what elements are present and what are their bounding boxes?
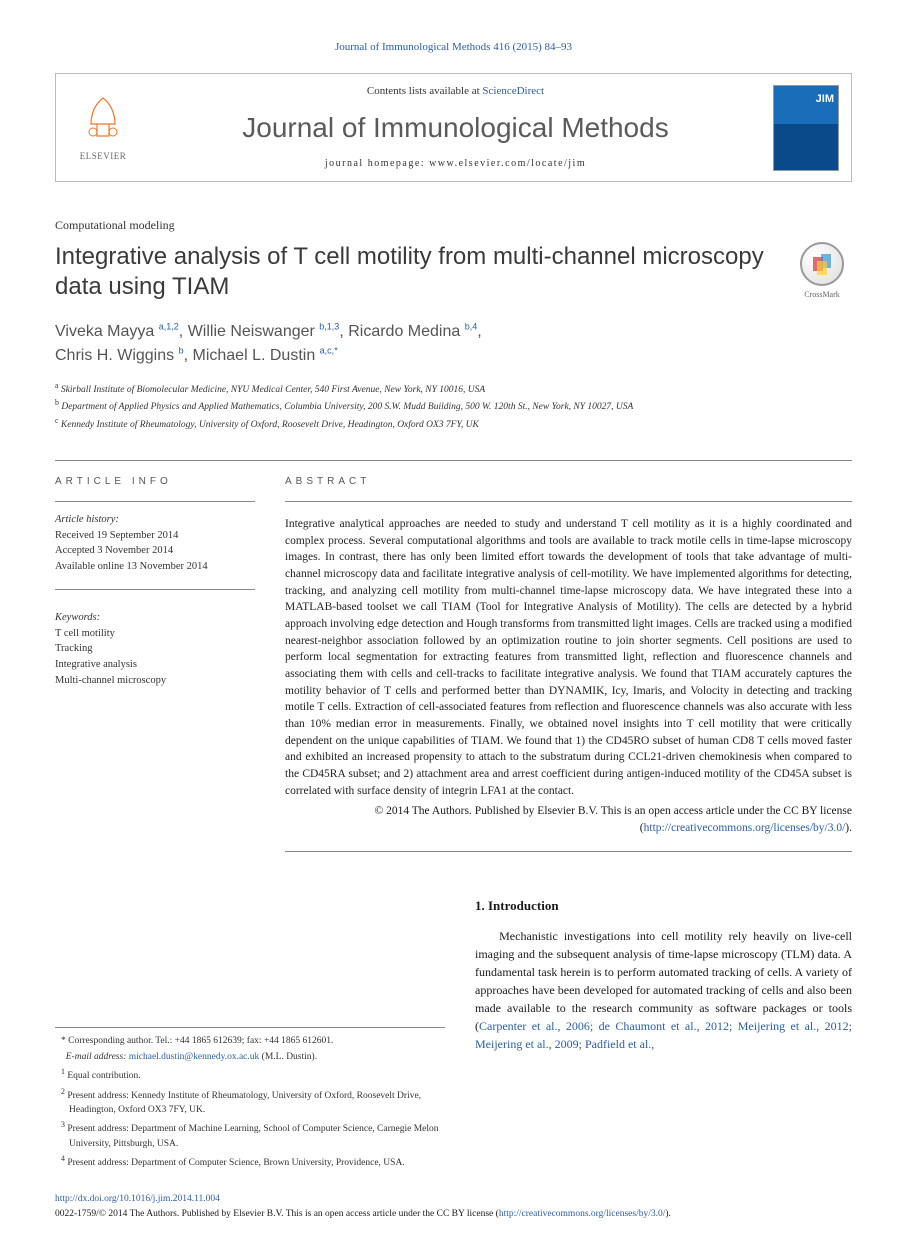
author-5: Michael L. Dustin a,c,*	[193, 347, 338, 364]
abstract-head: ABSTRACT	[285, 461, 852, 502]
author-3: Ricardo Medina b,4	[348, 323, 477, 340]
intro-text-1: Mechanistic investigations into cell mot…	[475, 929, 852, 1033]
fn-2: 2 Present address: Kennedy Institute of …	[55, 1086, 445, 1118]
doi-link[interactable]: http://dx.doi.org/10.1016/j.jim.2014.11.…	[55, 1194, 220, 1204]
fn-3: 3 Present address: Department of Machine…	[55, 1119, 445, 1151]
journal-cover-thumb	[773, 85, 839, 171]
footer-license-link[interactable]: http://creativecommons.org/licenses/by/3…	[499, 1209, 666, 1219]
affil-c: c Kennedy Institute of Rheumatology, Uni…	[55, 415, 852, 432]
author-4: Chris H. Wiggins b	[55, 347, 184, 364]
crossmark-label: CrossMark	[804, 289, 840, 300]
affiliations: a Skirball Institute of Biomolecular Med…	[55, 380, 852, 432]
journal-header: ELSEVIER Contents lists available at Sci…	[55, 73, 852, 182]
sciencedirect-link[interactable]: ScienceDirect	[482, 85, 544, 97]
running-head: Journal of Immunological Methods 416 (20…	[55, 40, 852, 55]
fn-4: 4 Present address: Department of Compute…	[55, 1153, 445, 1170]
history-label: Article history:	[55, 512, 255, 528]
keyword-1: T cell motility	[55, 626, 255, 642]
close-paren: ).	[845, 822, 852, 834]
corresponding-star-icon: *	[334, 345, 338, 355]
intro-col: 1. Introduction Mechanistic investigatio…	[475, 897, 852, 1173]
homepage-url[interactable]: www.elsevier.com/locate/jim	[429, 158, 586, 169]
abstract-text: Integrative analytical approaches are ne…	[285, 502, 852, 799]
article-title: Integrative analysis of T cell motility …	[55, 242, 772, 302]
license-link[interactable]: http://creativecommons.org/licenses/by/3…	[644, 822, 846, 834]
intro-heading: 1. Introduction	[475, 897, 852, 915]
history-online: Available online 13 November 2014	[55, 559, 255, 575]
footnotes: * Corresponding author. Tel.: +44 1865 6…	[55, 1027, 445, 1171]
elsevier-logo: ELSEVIER	[68, 88, 138, 168]
article-info-col: ARTICLE INFO Article history: Received 1…	[55, 461, 255, 852]
author-1: Viveka Mayya a,1,2	[55, 323, 179, 340]
keyword-2: Tracking	[55, 641, 255, 657]
page-root: Journal of Immunological Methods 416 (20…	[0, 0, 907, 1251]
crossmark-badge[interactable]: CrossMark	[792, 242, 852, 302]
keywords-label: Keywords:	[55, 610, 255, 626]
intro-citations[interactable]: Carpenter et al., 2006; de Chaumont et a…	[475, 1019, 852, 1051]
homepage-prefix: journal homepage:	[325, 158, 429, 169]
footnotes-col: * Corresponding author. Tel.: +44 1865 6…	[55, 897, 445, 1173]
contents-prefix: Contents lists available at	[367, 85, 482, 97]
article-history: Article history: Received 19 September 2…	[55, 502, 255, 575]
fn-corresponding: * Corresponding author. Tel.: +44 1865 6…	[55, 1034, 445, 1048]
intro-section: * Corresponding author. Tel.: +44 1865 6…	[55, 897, 852, 1173]
keyword-3: Integrative analysis	[55, 657, 255, 673]
title-row: Integrative analysis of T cell motility …	[55, 242, 852, 320]
elsevier-name: ELSEVIER	[80, 150, 127, 163]
email-link[interactable]: michael.dustin@kennedy.ox.ac.uk	[129, 1052, 260, 1062]
abstract-copyright: © 2014 The Authors. Published by Elsevie…	[285, 803, 852, 836]
header-center: Contents lists available at ScienceDirec…	[138, 84, 773, 171]
info-divider	[55, 589, 255, 590]
keywords-block: Keywords: T cell motility Tracking Integ…	[55, 610, 255, 689]
crossmark-icon	[800, 242, 844, 286]
fn-email: E-mail address: michael.dustin@kennedy.o…	[55, 1050, 445, 1064]
fn-1: 1 Equal contribution.	[55, 1066, 445, 1083]
affil-a: a Skirball Institute of Biomolecular Med…	[55, 380, 852, 397]
contents-available-line: Contents lists available at ScienceDirec…	[138, 84, 773, 99]
intro-paragraph: Mechanistic investigations into cell mot…	[475, 927, 852, 1053]
author-2: Willie Neiswanger b,1,3	[188, 323, 340, 340]
abstract-col: ABSTRACT Integrative analytical approach…	[285, 461, 852, 852]
keyword-4: Multi-channel microscopy	[55, 673, 255, 689]
doi-block: http://dx.doi.org/10.1016/j.jim.2014.11.…	[55, 1192, 852, 1221]
affil-b: b Department of Applied Physics and Appl…	[55, 397, 852, 414]
abstract-bottom-divider	[285, 851, 852, 852]
history-received: Received 19 September 2014	[55, 528, 255, 544]
author-list: Viveka Mayya a,1,2, Willie Neiswanger b,…	[55, 320, 852, 368]
elsevier-tree-icon	[75, 92, 131, 148]
article-type: Computational modeling	[55, 217, 852, 234]
info-abstract-row: ARTICLE INFO Article history: Received 1…	[55, 461, 852, 852]
history-accepted: Accepted 3 November 2014	[55, 543, 255, 559]
journal-name: Journal of Immunological Methods	[138, 108, 773, 147]
article-info-head: ARTICLE INFO	[55, 461, 255, 502]
journal-homepage: journal homepage: www.elsevier.com/locat…	[138, 157, 773, 171]
issn-copyright-line: 0022-1759/© 2014 The Authors. Published …	[55, 1207, 852, 1221]
